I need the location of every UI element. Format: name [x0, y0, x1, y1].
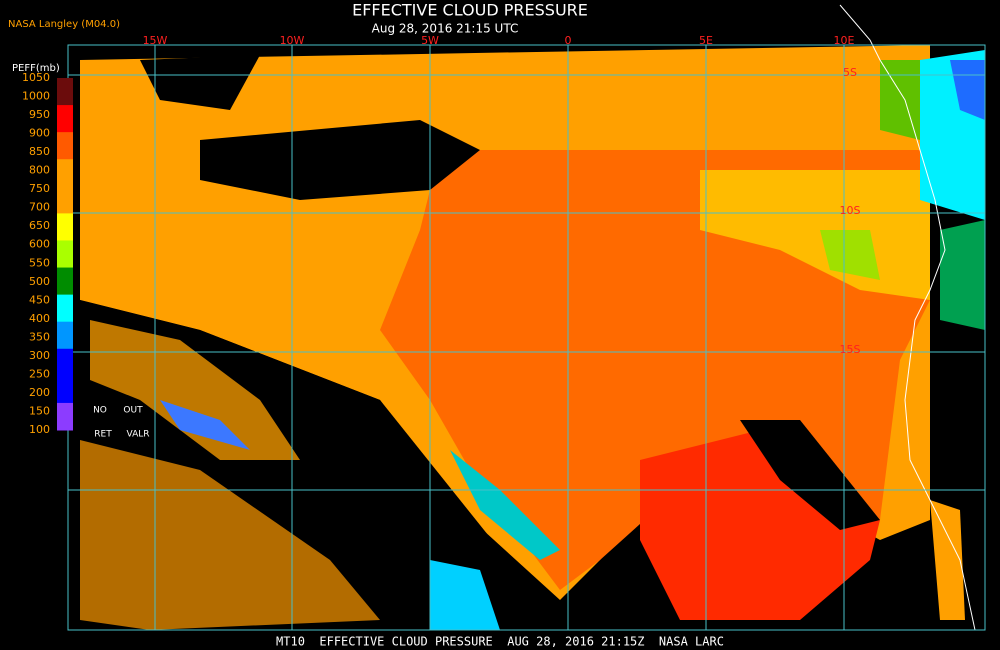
colorbar-tick-label: 1050: [22, 71, 50, 84]
cloud-region: [930, 500, 965, 620]
colorbar-swatch: [57, 240, 73, 269]
colorbar-tick-label: 100: [29, 423, 50, 436]
colorbar-swatch: [57, 213, 73, 241]
clear-region: [140, 55, 260, 110]
longitude-label: 15W: [143, 34, 168, 47]
subtitle: Aug 28, 2016 21:15 UTC: [372, 22, 519, 36]
colorbar-tick-label: 500: [29, 275, 50, 288]
longitude-label: 5W: [421, 34, 439, 47]
colorbar-swatch: [57, 186, 73, 214]
no-data-label: NO: [93, 406, 107, 416]
graticule: [67, 44, 986, 631]
colorbar-tick-label: 650: [29, 219, 50, 232]
colorbar-swatch: [57, 321, 73, 350]
colorbar-swatch: [57, 294, 73, 323]
colorbar-swatch: [57, 132, 73, 160]
cloud-region: [940, 220, 985, 330]
cloud-region: [430, 560, 500, 630]
cloud-field: [80, 45, 985, 630]
longitude-label: 10W: [280, 34, 305, 47]
colorbar-swatch: [57, 159, 73, 187]
title: EFFECTIVE CLOUD PRESSURE: [352, 1, 588, 20]
clear-region: [740, 420, 880, 530]
no-data-label: RET: [94, 430, 112, 440]
colorbar-tick-label: 850: [29, 145, 50, 158]
latitude-label: 5S: [843, 66, 857, 79]
colorbar-tick-label: 350: [29, 330, 50, 343]
colorbar-tick-label: 300: [29, 349, 50, 362]
colorbar-tick-label: 150: [29, 404, 50, 417]
no-data-label: OUT: [123, 406, 143, 416]
colorbar-tick-label: 800: [29, 164, 50, 177]
colorbar-tick-label: 1000: [22, 90, 50, 103]
footer: MT10 EFFECTIVE CLOUD PRESSURE AUG 28, 20…: [276, 635, 724, 649]
colorbar-tick-label: 450: [29, 293, 50, 306]
cloud-region: [820, 230, 880, 280]
cloud-region: [90, 320, 300, 460]
colorbar-label: PEFF(mb): [12, 63, 60, 74]
no-data-label: VALR: [126, 430, 149, 440]
colorbar-tick-label: 250: [29, 367, 50, 380]
source-label: NASA Langley (M04.0): [8, 19, 120, 30]
colorbar-swatch: [57, 105, 73, 133]
clear-region: [200, 120, 480, 200]
latitude-label: 15S: [840, 343, 861, 356]
cloud-region: [880, 60, 920, 140]
longitude-label: 0: [565, 34, 572, 47]
longitude-label: 5E: [699, 34, 713, 47]
longitude-label: 10E: [834, 34, 855, 47]
colorbar-tick-label: 900: [29, 127, 50, 140]
colorbar-tick-label: 400: [29, 312, 50, 325]
cloud-region: [450, 450, 560, 560]
latitude-label: 10S: [840, 204, 861, 217]
colorbar-tick-label: 550: [29, 256, 50, 269]
colorbar-tick-label: 950: [29, 108, 50, 121]
colorbar-swatch: [57, 375, 73, 404]
colorbar-swatch: [57, 78, 73, 106]
colorbar-swatch: [57, 348, 73, 377]
coastline: [839, 4, 976, 631]
colorbar-tick-label: 600: [29, 238, 50, 251]
colorbar-swatch: [57, 267, 73, 296]
cloud-region: [160, 400, 250, 450]
colorbar-tick-label: 200: [29, 386, 50, 399]
colorbar-tick-label: 700: [29, 201, 50, 214]
colorbar-swatch: [57, 402, 73, 431]
colorbar-tick-label: 750: [29, 182, 50, 195]
